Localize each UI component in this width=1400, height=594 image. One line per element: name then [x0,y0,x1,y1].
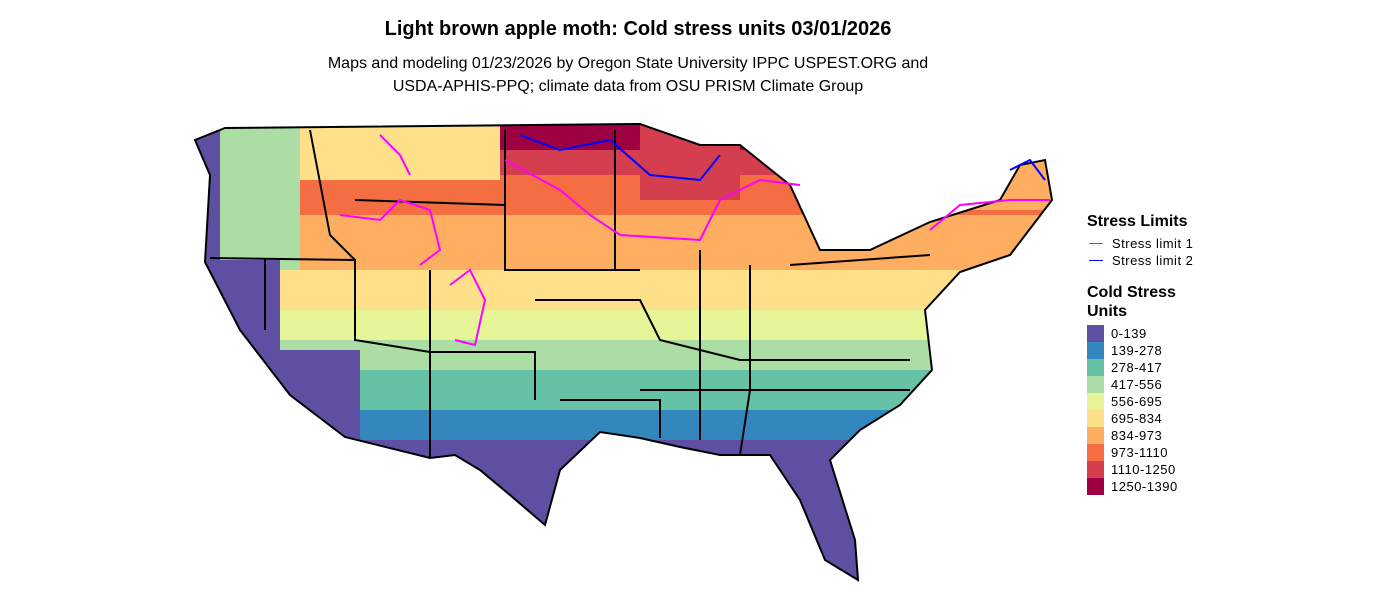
legend-item: Stress limit 2 [1087,252,1207,269]
legend-cold-stress: Cold Stress Units 0-139 139-278 278-417 417… [1087,283,1207,495]
map-fill [195,124,1052,580]
state-borders [209,129,931,458]
legend-line [1089,260,1103,261]
legend-swatch [1087,478,1104,495]
legend-label: 973-1110 [1111,445,1169,460]
legend-swatch [1087,461,1104,478]
map-region [900,124,1052,210]
legend-label: 0-139 [1111,326,1147,341]
legend-swatch [1087,376,1104,393]
map-region [640,124,740,200]
subtitle: USDA-APHIS-PPQ; climate data from OSU PR… [392,78,864,95]
legend-item: 695-834 [1087,410,1207,427]
legend-swatch [1087,444,1104,461]
legend-item: 278-417 [1087,359,1207,376]
legend-item: 417-556 [1087,376,1207,393]
legend-swatch [1087,359,1104,376]
legend-swatch [1087,427,1104,444]
map-region [280,350,360,580]
legend-label: 417-556 [1111,377,1163,392]
legend-item: 1110-1250 [1087,461,1207,478]
legend-item: Stress limit 1 [1087,235,1207,252]
legend-label: 695-834 [1111,411,1163,426]
legend-swatch [1087,410,1104,427]
subtitle: Maps and modeling 01/23/2026 by Oregon S… [327,55,929,72]
legend-item: 834-973 [1087,427,1207,444]
legend-label: 139-278 [1111,343,1163,358]
map-region [195,175,1052,215]
legend-label: Stress limit 2 [1112,253,1194,268]
legend-swatch [1087,325,1104,342]
legend-item: 556-695 [1087,393,1207,410]
legend-stress-limits: Stress Limits Stress limit 1 Stress limit… [1087,212,1207,269]
legend-swatch [1087,393,1104,410]
map-region [195,310,1052,340]
map-region [195,440,1052,580]
title: Light brown apple moth: Cold stress unit… [384,18,892,40]
legend-label: 556-695 [1111,394,1163,409]
legend-label: 1250-1390 [1111,479,1178,494]
legend-swatch [1087,342,1104,359]
legend-label: 278-417 [1111,360,1163,375]
map-region [195,124,220,580]
legend-item: 139-278 [1087,342,1207,359]
country-border [193,122,1054,582]
stress-limit-lines [339,134,1050,347]
legend-item: 973-1110 [1087,444,1207,461]
legend-line [1089,243,1103,244]
map-region [195,215,1052,270]
legend-item: 1250-1390 [1087,478,1207,495]
legend-item: 0-139 [1087,325,1207,342]
legend-title: Stress Limits [1087,213,1188,230]
legend-title: Cold Stress Units [1087,284,1176,320]
legend-label: 834-973 [1111,428,1163,443]
map-region [195,270,1052,310]
legend-label: 1110-1250 [1111,462,1176,477]
legend-label: Stress limit 1 [1112,236,1194,251]
